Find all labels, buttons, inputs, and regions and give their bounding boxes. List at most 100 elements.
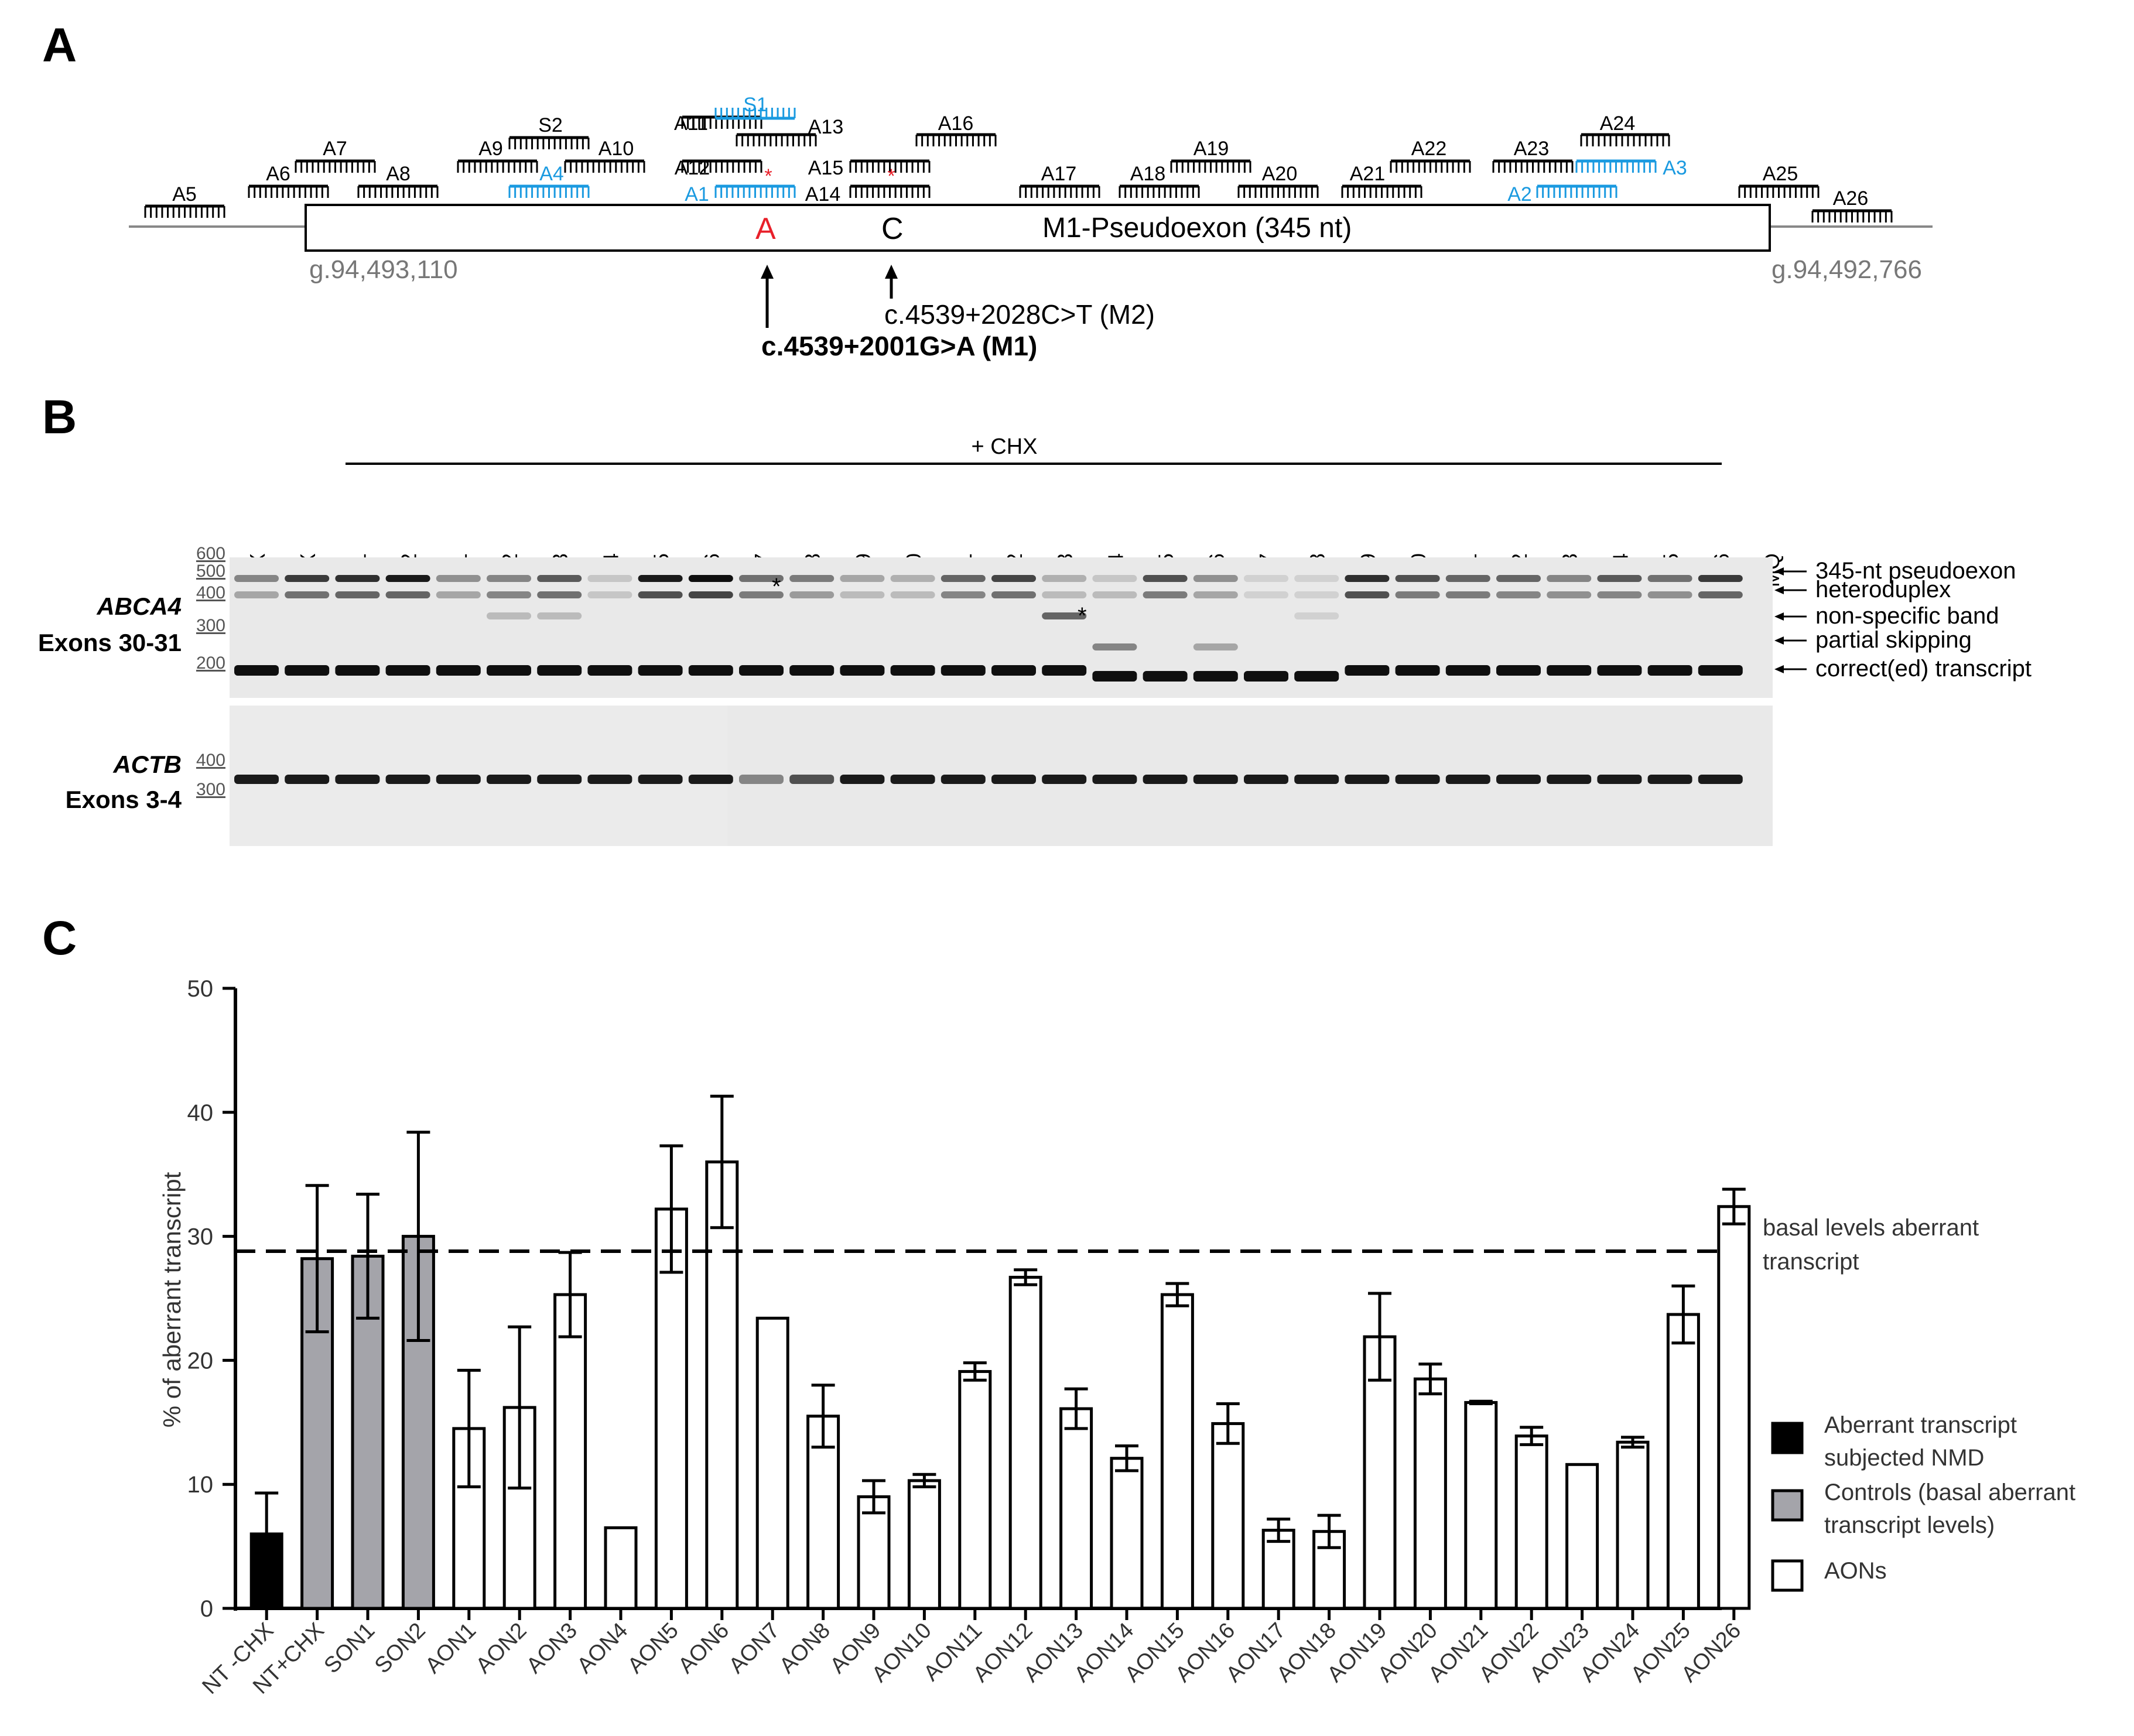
gel-band: [1244, 671, 1288, 682]
aon-label: A16: [938, 112, 974, 135]
aon-label: A19: [1193, 138, 1229, 160]
gel-band: [1647, 775, 1692, 784]
gel-band: [1244, 775, 1288, 784]
gel-actb-bands: [234, 775, 1743, 784]
band-label: heteroduplex: [1774, 577, 1951, 602]
gel-band: [285, 591, 330, 598]
gel-band: [1395, 665, 1440, 676]
gel-band: [1345, 665, 1390, 676]
marker-300: 300: [196, 780, 225, 799]
gel-band: [638, 775, 683, 784]
svg-text:partial skipping: partial skipping: [1815, 627, 1972, 653]
gel-band: [688, 665, 733, 676]
m1-label: c.4539+2001G>A (M1): [761, 331, 1037, 361]
x-tick-label: AON6: [673, 1618, 734, 1679]
aon-label: A1: [685, 183, 709, 206]
error-bar: [508, 1325, 532, 1490]
aon-label: A4: [539, 163, 564, 185]
marker-200: 200: [196, 653, 225, 673]
y-tick-label: 10: [187, 1472, 214, 1498]
gel-band: [1244, 575, 1288, 582]
gel-band: [385, 775, 430, 784]
bar-AON21: [1464, 1401, 1498, 1610]
marker-600: 600: [196, 544, 225, 563]
coord-left: g.94,493,110: [309, 255, 458, 284]
legend-item-aon: AONs: [1771, 1558, 1887, 1592]
gel-band: [1547, 575, 1592, 582]
gel-band: [1395, 775, 1440, 784]
gel-band: [890, 665, 935, 676]
gel-band: [1698, 775, 1743, 784]
gel-band: [1345, 591, 1390, 598]
bar-AON16: [1211, 1422, 1245, 1610]
bar-AON14: [1110, 1457, 1144, 1610]
aon-bar-A6: A6: [248, 163, 329, 198]
aon-bar-A24: A24: [1580, 112, 1670, 146]
gel-band: [688, 591, 733, 598]
gel-band: [1294, 671, 1339, 682]
gel-band: [1496, 575, 1541, 582]
gel-band: [638, 665, 683, 676]
aon-label: A3: [1663, 157, 1687, 179]
gel-band: [840, 591, 885, 598]
panel-a: A M1-Pseudoexon (345 nt) A C g.94,493,11…: [42, 19, 1933, 361]
gel-band: [537, 612, 582, 619]
chx-header: + CHX: [972, 434, 1038, 459]
svg-text:200: 200: [196, 653, 225, 673]
aon-label: A24: [1600, 112, 1636, 135]
gel-band: [789, 591, 835, 598]
gel-band: [1395, 575, 1440, 582]
error-bar: [1469, 1399, 1493, 1406]
error-bar: [1115, 1444, 1138, 1473]
aon-label: A13: [808, 116, 844, 138]
bar-AON7: [755, 1316, 789, 1610]
error-bar: [1722, 1187, 1746, 1225]
gel-band: [1445, 775, 1490, 784]
gel-band: [840, 775, 885, 784]
gel-band: [1143, 671, 1188, 682]
gel-band: [1193, 671, 1238, 682]
x-tick-label: SON1: [319, 1618, 379, 1679]
son-label: S2: [538, 114, 563, 136]
son-label: S1: [743, 94, 768, 116]
gel-band: [1647, 575, 1692, 582]
aon-label: A9: [478, 138, 503, 160]
aon-label: A21: [1350, 163, 1386, 185]
aon-bar-A26: A26: [1811, 187, 1893, 222]
aon-bar-A21: A21: [1341, 163, 1422, 198]
gel-band: [739, 775, 784, 784]
bar-AON13: [1059, 1407, 1093, 1610]
error-bar: [1671, 1284, 1695, 1345]
marker-400: 400: [196, 751, 225, 770]
gel-band: [941, 665, 986, 676]
aon-label: A12: [675, 157, 710, 179]
aon-bar-A19: A19: [1170, 138, 1251, 173]
gel-band: [436, 591, 481, 598]
m1-arrow-head: [761, 265, 774, 279]
error-bar: [1165, 1282, 1189, 1307]
gel-band: [1092, 775, 1137, 784]
aon-label: A6: [266, 163, 290, 185]
aon-label: A20: [1262, 163, 1298, 185]
gel-band: [487, 665, 531, 676]
gel-band: [991, 575, 1036, 582]
gel-band: [234, 575, 279, 582]
y-tick-label: 20: [187, 1348, 214, 1374]
gel-band: [385, 575, 430, 582]
error-bar: [255, 1491, 279, 1577]
gel-band: [285, 665, 330, 676]
aon-bar-A10: A10: [564, 138, 645, 173]
pseudoexon-box: [305, 204, 1771, 252]
gel-band: [941, 591, 986, 598]
svg-text:transcript levels): transcript levels): [1824, 1512, 1995, 1538]
gel1-exons: Exons 30-31: [38, 629, 182, 656]
son-bar-S1: S1: [714, 94, 796, 120]
gel2-exons: Exons 3-4: [66, 786, 182, 813]
gel-band: [991, 591, 1036, 598]
svg-text:subjected NMD: subjected NMD: [1824, 1445, 1984, 1471]
gel-band: [638, 591, 683, 598]
band-label: partial skipping: [1774, 627, 1972, 653]
bar-AON12: [1008, 1275, 1042, 1610]
gel-band: [1698, 575, 1743, 582]
